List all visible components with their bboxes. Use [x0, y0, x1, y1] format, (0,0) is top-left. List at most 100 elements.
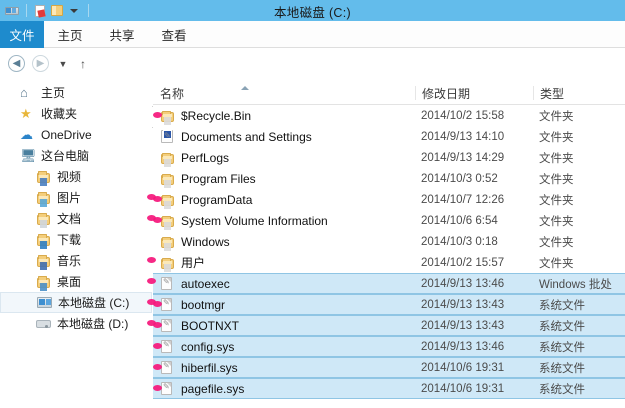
table-row[interactable]: bootmgr 2014/9/13 13:43 系统文件: [153, 294, 625, 315]
file-name-label: System Volume Information: [181, 213, 328, 228]
column-header-name[interactable]: 名称: [153, 82, 415, 104]
folder-downloads-icon: [36, 232, 52, 249]
sidebar-item-label: 视频: [57, 170, 82, 184]
folder-video-icon: [37, 171, 50, 186]
column-divider-2[interactable]: [533, 86, 534, 100]
file-name-label: Documents and Settings: [181, 129, 312, 144]
annotation-dot-row-12: [153, 364, 162, 370]
folder-icon: [160, 213, 175, 230]
sidebar-item-10[interactable]: 本地磁盘 (C:): [0, 292, 152, 313]
sidebar-item-11[interactable]: 本地磁盘 (D:): [0, 313, 152, 334]
table-row[interactable]: Program Files 2014/10/3 0:52 文件夹: [153, 168, 625, 189]
annotation-dot-row-4: [153, 196, 162, 202]
file-date-cell: 2014/10/6 6:54: [421, 214, 498, 227]
sidebar-item-2[interactable]: ☁ OneDrive: [0, 124, 152, 145]
file-name-label: PerfLogs: [181, 150, 230, 165]
title-bar: 本地磁盘 (C:): [0, 0, 625, 21]
folder-documents-icon: [36, 211, 52, 228]
annotation-dot-sidebar-0: [147, 194, 156, 200]
sidebar-item-8[interactable]: 音乐: [0, 250, 152, 271]
sidebar-item-label: 桌面: [57, 275, 82, 289]
annotation-dot-sidebar-4: [147, 299, 156, 305]
annotation-dot-sidebar-2: [147, 257, 156, 263]
new-folder-icon[interactable]: [49, 2, 66, 19]
file-date-cell: 2014/9/13 13:46: [421, 340, 505, 353]
folder-icon: [160, 234, 175, 251]
annotation-dot-row-10: [153, 322, 162, 328]
sidebar-item-4[interactable]: 视频: [0, 166, 152, 187]
table-row[interactable]: BOOTNXT 2014/9/13 13:43 系统文件: [153, 315, 625, 336]
file-icon: [161, 319, 172, 332]
table-row[interactable]: System Volume Information 2014/10/6 6:54 文…: [153, 210, 625, 231]
column-header-type-label: 类型: [540, 86, 565, 101]
folder-icon: [161, 194, 174, 209]
file-icon: [161, 340, 172, 353]
file-name-label: Windows: [181, 234, 230, 249]
column-header-type[interactable]: 类型: [533, 82, 625, 104]
file-date-cell: 2014/10/6 19:31: [421, 361, 505, 374]
recent-locations-button[interactable]: ▼: [58, 58, 68, 69]
file-type-cell: 文件夹: [539, 152, 574, 165]
up-button[interactable]: ↑: [80, 56, 86, 71]
file-date-cell: 2014/9/13 14:10: [421, 130, 505, 143]
table-row[interactable]: pagefile.sys 2014/10/6 19:31 系统文件: [153, 378, 625, 399]
column-divider-1[interactable]: [415, 86, 416, 100]
local-disk-d-icon: [36, 319, 51, 328]
tab-view[interactable]: 查看: [161, 29, 187, 43]
file-type-cell: 系统文件: [539, 299, 585, 312]
file-type-cell: 系统文件: [539, 320, 585, 333]
sidebar-item-label: OneDrive: [41, 127, 92, 142]
sidebar-item-6[interactable]: 文档: [0, 208, 152, 229]
annotation-dot-row-13: [153, 385, 162, 391]
file-name-label: bootmgr: [181, 297, 226, 312]
table-row[interactable]: Documents and Settings 2014/9/13 14:10 文件夹: [153, 126, 625, 147]
back-button[interactable]: ◀: [8, 55, 25, 72]
annotation-dot-row-9: [153, 301, 162, 307]
file-type-cell: 文件夹: [539, 131, 574, 144]
file-icon: [161, 298, 172, 311]
column-header-date-label: 修改日期: [422, 86, 471, 101]
tab-home[interactable]: 主页: [57, 29, 83, 43]
ribbon-tab-bar: 文件 主页 共享 查看: [0, 21, 625, 48]
sidebar-item-9[interactable]: 桌面: [0, 271, 152, 292]
local-disk-icon: [37, 295, 53, 311]
table-row[interactable]: $Recycle.Bin 2014/10/2 15:58 文件夹: [153, 105, 625, 126]
table-row[interactable]: hiberfil.sys 2014/10/6 19:31 系统文件: [153, 357, 625, 378]
file-type-cell: 文件夹: [539, 257, 574, 270]
folder-icon: [160, 171, 175, 188]
folder-pictures-icon: [36, 190, 52, 207]
sidebar-item-0[interactable]: ⌂ 主页: [0, 82, 152, 103]
sidebar-item-3[interactable]: 🖥 这台电脑: [0, 145, 152, 166]
sidebar-item-7[interactable]: 下载: [0, 229, 152, 250]
file-date-cell: 2014/10/7 12:26: [421, 193, 505, 206]
properties-icon[interactable]: [32, 2, 49, 19]
tab-share[interactable]: 共享: [109, 29, 135, 43]
file-type-cell: 文件夹: [539, 173, 574, 186]
table-row[interactable]: ProgramData 2014/10/7 12:26 文件夹: [153, 189, 625, 210]
table-row[interactable]: autoexec 2014/9/13 13:46 Windows 批处: [153, 273, 625, 294]
file-type-cell: 文件夹: [539, 215, 574, 228]
file-name-cell: pagefile.sys: [160, 381, 244, 396]
table-row[interactable]: config.sys 2014/9/13 13:46 系统文件: [153, 336, 625, 357]
tab-file[interactable]: 文件: [0, 21, 44, 48]
file-name-cell: $Recycle.Bin: [160, 108, 251, 125]
table-row[interactable]: Windows 2014/10/3 0:18 文件夹: [153, 231, 625, 252]
sidebar-item-1[interactable]: ★ 收藏夹: [0, 103, 152, 124]
file-name-label: pagefile.sys: [181, 381, 245, 396]
file-name-label: Program Files: [181, 171, 256, 186]
file-date-cell: 2014/10/2 15:58: [421, 109, 505, 122]
sidebar-item-5[interactable]: 图片: [0, 187, 152, 208]
forward-button[interactable]: ▶: [32, 55, 49, 72]
window-title: 本地磁盘 (C:): [274, 6, 351, 20]
chevron-down-icon[interactable]: [66, 2, 83, 19]
toolbar-divider-2: [88, 4, 89, 17]
table-row[interactable]: PerfLogs 2014/9/13 14:29 文件夹: [153, 147, 625, 168]
sidebar-item-label: 收藏夹: [41, 107, 78, 121]
home-icon: ⌂: [20, 84, 28, 100]
table-row[interactable]: 用户 2014/10/2 15:57 文件夹: [153, 252, 625, 273]
annotation-dot-sidebar-5: [147, 320, 156, 326]
drive-icon[interactable]: [4, 2, 21, 19]
column-header-date[interactable]: 修改日期: [415, 82, 533, 104]
file-type-cell: 文件夹: [539, 194, 574, 207]
